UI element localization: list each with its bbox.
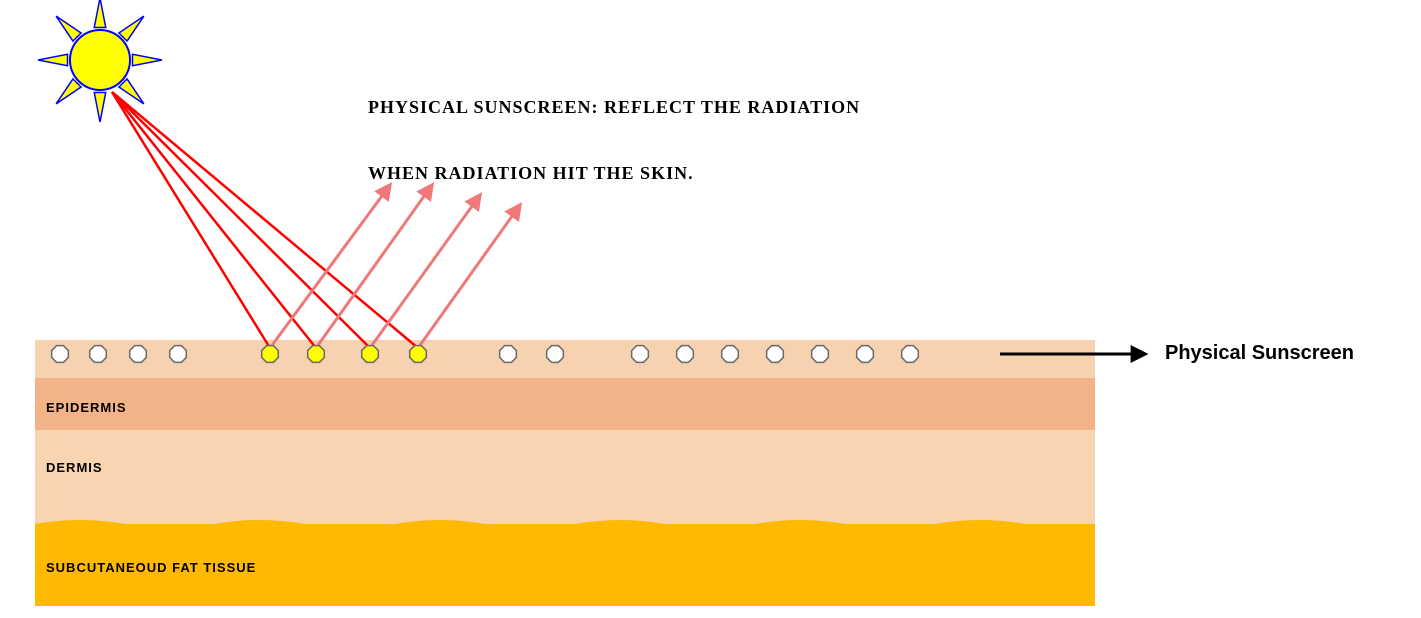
title-line-1: PHYSICAL SUNSCREEN: REFLECT THE RADIATIO… (368, 96, 860, 118)
ray-incoming-0 (112, 92, 270, 348)
title-line-2: WHEN RADIATION HIT THE SKIN. (368, 162, 860, 184)
layer-label-epidermis: EPIDERMIS (46, 400, 127, 415)
sun-icon (38, 0, 162, 122)
skin-layer-epidermis (35, 378, 1095, 430)
layer-label-fat: SUBCUTANEOUD FAT TISSUE (46, 560, 256, 575)
ray-incoming-2 (112, 92, 370, 348)
skin-layer-stratum (35, 340, 1095, 378)
ray-incoming-1 (112, 92, 316, 348)
skin-layer-dermis (35, 430, 1095, 524)
layer-label-dermis: DERMIS (46, 460, 103, 475)
diagram-title: PHYSICAL SUNSCREEN: REFLECT THE RADIATIO… (368, 52, 860, 228)
physical-sunscreen-label: Physical Sunscreen (1165, 342, 1354, 365)
